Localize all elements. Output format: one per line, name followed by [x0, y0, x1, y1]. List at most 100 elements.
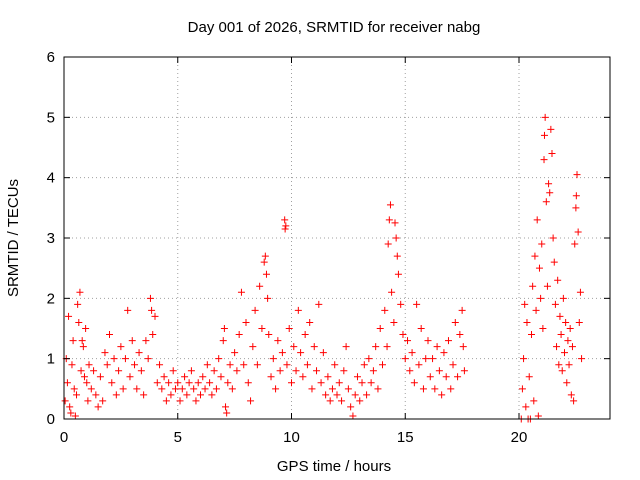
data-point: [546, 189, 554, 197]
data-point: [528, 331, 536, 339]
data-point: [140, 391, 148, 399]
data-point: [119, 385, 127, 393]
data-point: [251, 306, 259, 314]
data-point: [338, 397, 346, 405]
data-point: [360, 361, 368, 369]
data-point: [264, 294, 272, 302]
data-point: [79, 343, 87, 351]
data-point: [115, 367, 123, 375]
data-point: [554, 276, 562, 284]
x-tick-label: 20: [511, 429, 528, 446]
x-axis-label: GPS time / hours: [277, 458, 391, 475]
data-point: [282, 222, 290, 230]
data-point: [194, 379, 202, 387]
data-point: [561, 349, 568, 357]
data-point: [391, 219, 399, 227]
data-point: [426, 373, 434, 381]
x-tick-label: 0: [60, 429, 68, 446]
data-point: [578, 355, 586, 363]
data-point: [344, 385, 352, 393]
data-point: [299, 373, 307, 381]
data-point: [340, 367, 348, 375]
data-point: [384, 240, 392, 248]
data-point: [575, 318, 583, 326]
data-point: [183, 391, 191, 399]
data-points: [61, 113, 586, 423]
data-point: [281, 216, 289, 224]
data-point: [297, 349, 305, 357]
data-point: [559, 294, 567, 302]
data-point: [303, 361, 311, 369]
data-point: [363, 391, 371, 399]
data-point: [566, 325, 574, 332]
data-point: [71, 412, 79, 420]
data-point: [185, 379, 193, 387]
axis-ticks: 0 5 10 15 20 0 1 2 3 4 5 6: [47, 49, 610, 446]
data-point: [451, 318, 459, 326]
data-point: [192, 397, 200, 405]
y-axis-label: SRMTID / TECUs: [5, 179, 22, 297]
data-point: [431, 385, 439, 393]
data-point: [573, 171, 581, 179]
data-point: [219, 337, 227, 345]
y-tick-label: 2: [47, 290, 55, 307]
data-point: [146, 294, 154, 302]
data-point: [555, 361, 563, 369]
data-point: [181, 373, 189, 381]
data-point: [440, 349, 448, 357]
data-point: [392, 234, 400, 242]
data-point: [442, 373, 450, 381]
data-point: [256, 282, 264, 290]
data-point: [551, 300, 559, 308]
data-point: [288, 379, 295, 387]
y-tick-label: 0: [47, 411, 55, 428]
data-point: [269, 355, 277, 363]
data-point: [190, 385, 198, 393]
data-point: [317, 379, 325, 387]
data-point: [160, 373, 168, 381]
data-point: [124, 306, 132, 314]
data-point: [567, 391, 575, 399]
data-point: [84, 397, 92, 405]
data-point: [460, 367, 468, 375]
data-point: [233, 367, 241, 375]
data-point: [278, 349, 286, 357]
data-point: [92, 391, 100, 399]
data-point: [525, 373, 533, 381]
data-point: [69, 337, 77, 345]
data-point: [385, 216, 393, 224]
data-point: [110, 355, 118, 363]
data-point: [576, 288, 584, 296]
data-point: [96, 373, 104, 381]
data-point: [285, 325, 293, 332]
data-point: [265, 331, 273, 339]
grid-lines: [64, 57, 610, 419]
data-point: [149, 331, 157, 339]
data-point: [376, 325, 384, 332]
data-point: [203, 361, 211, 369]
data-point: [142, 337, 150, 345]
data-point: [70, 385, 78, 393]
data-point: [208, 391, 216, 399]
data-point: [556, 312, 564, 320]
data-point: [550, 258, 558, 266]
data-point: [261, 252, 269, 260]
data-point: [210, 367, 218, 375]
data-point: [240, 361, 248, 369]
data-point: [422, 355, 430, 363]
data-point: [128, 337, 136, 345]
data-point: [531, 252, 539, 260]
data-point: [456, 331, 464, 339]
data-point: [68, 361, 76, 369]
data-point: [449, 361, 457, 369]
data-point: [518, 385, 526, 393]
data-point: [313, 367, 321, 375]
data-point: [67, 409, 75, 417]
data-point: [99, 397, 107, 405]
data-point: [217, 373, 225, 381]
data-point: [267, 373, 275, 381]
data-point: [301, 331, 309, 339]
data-point: [258, 325, 266, 332]
data-point: [274, 337, 282, 345]
data-point: [212, 385, 220, 393]
